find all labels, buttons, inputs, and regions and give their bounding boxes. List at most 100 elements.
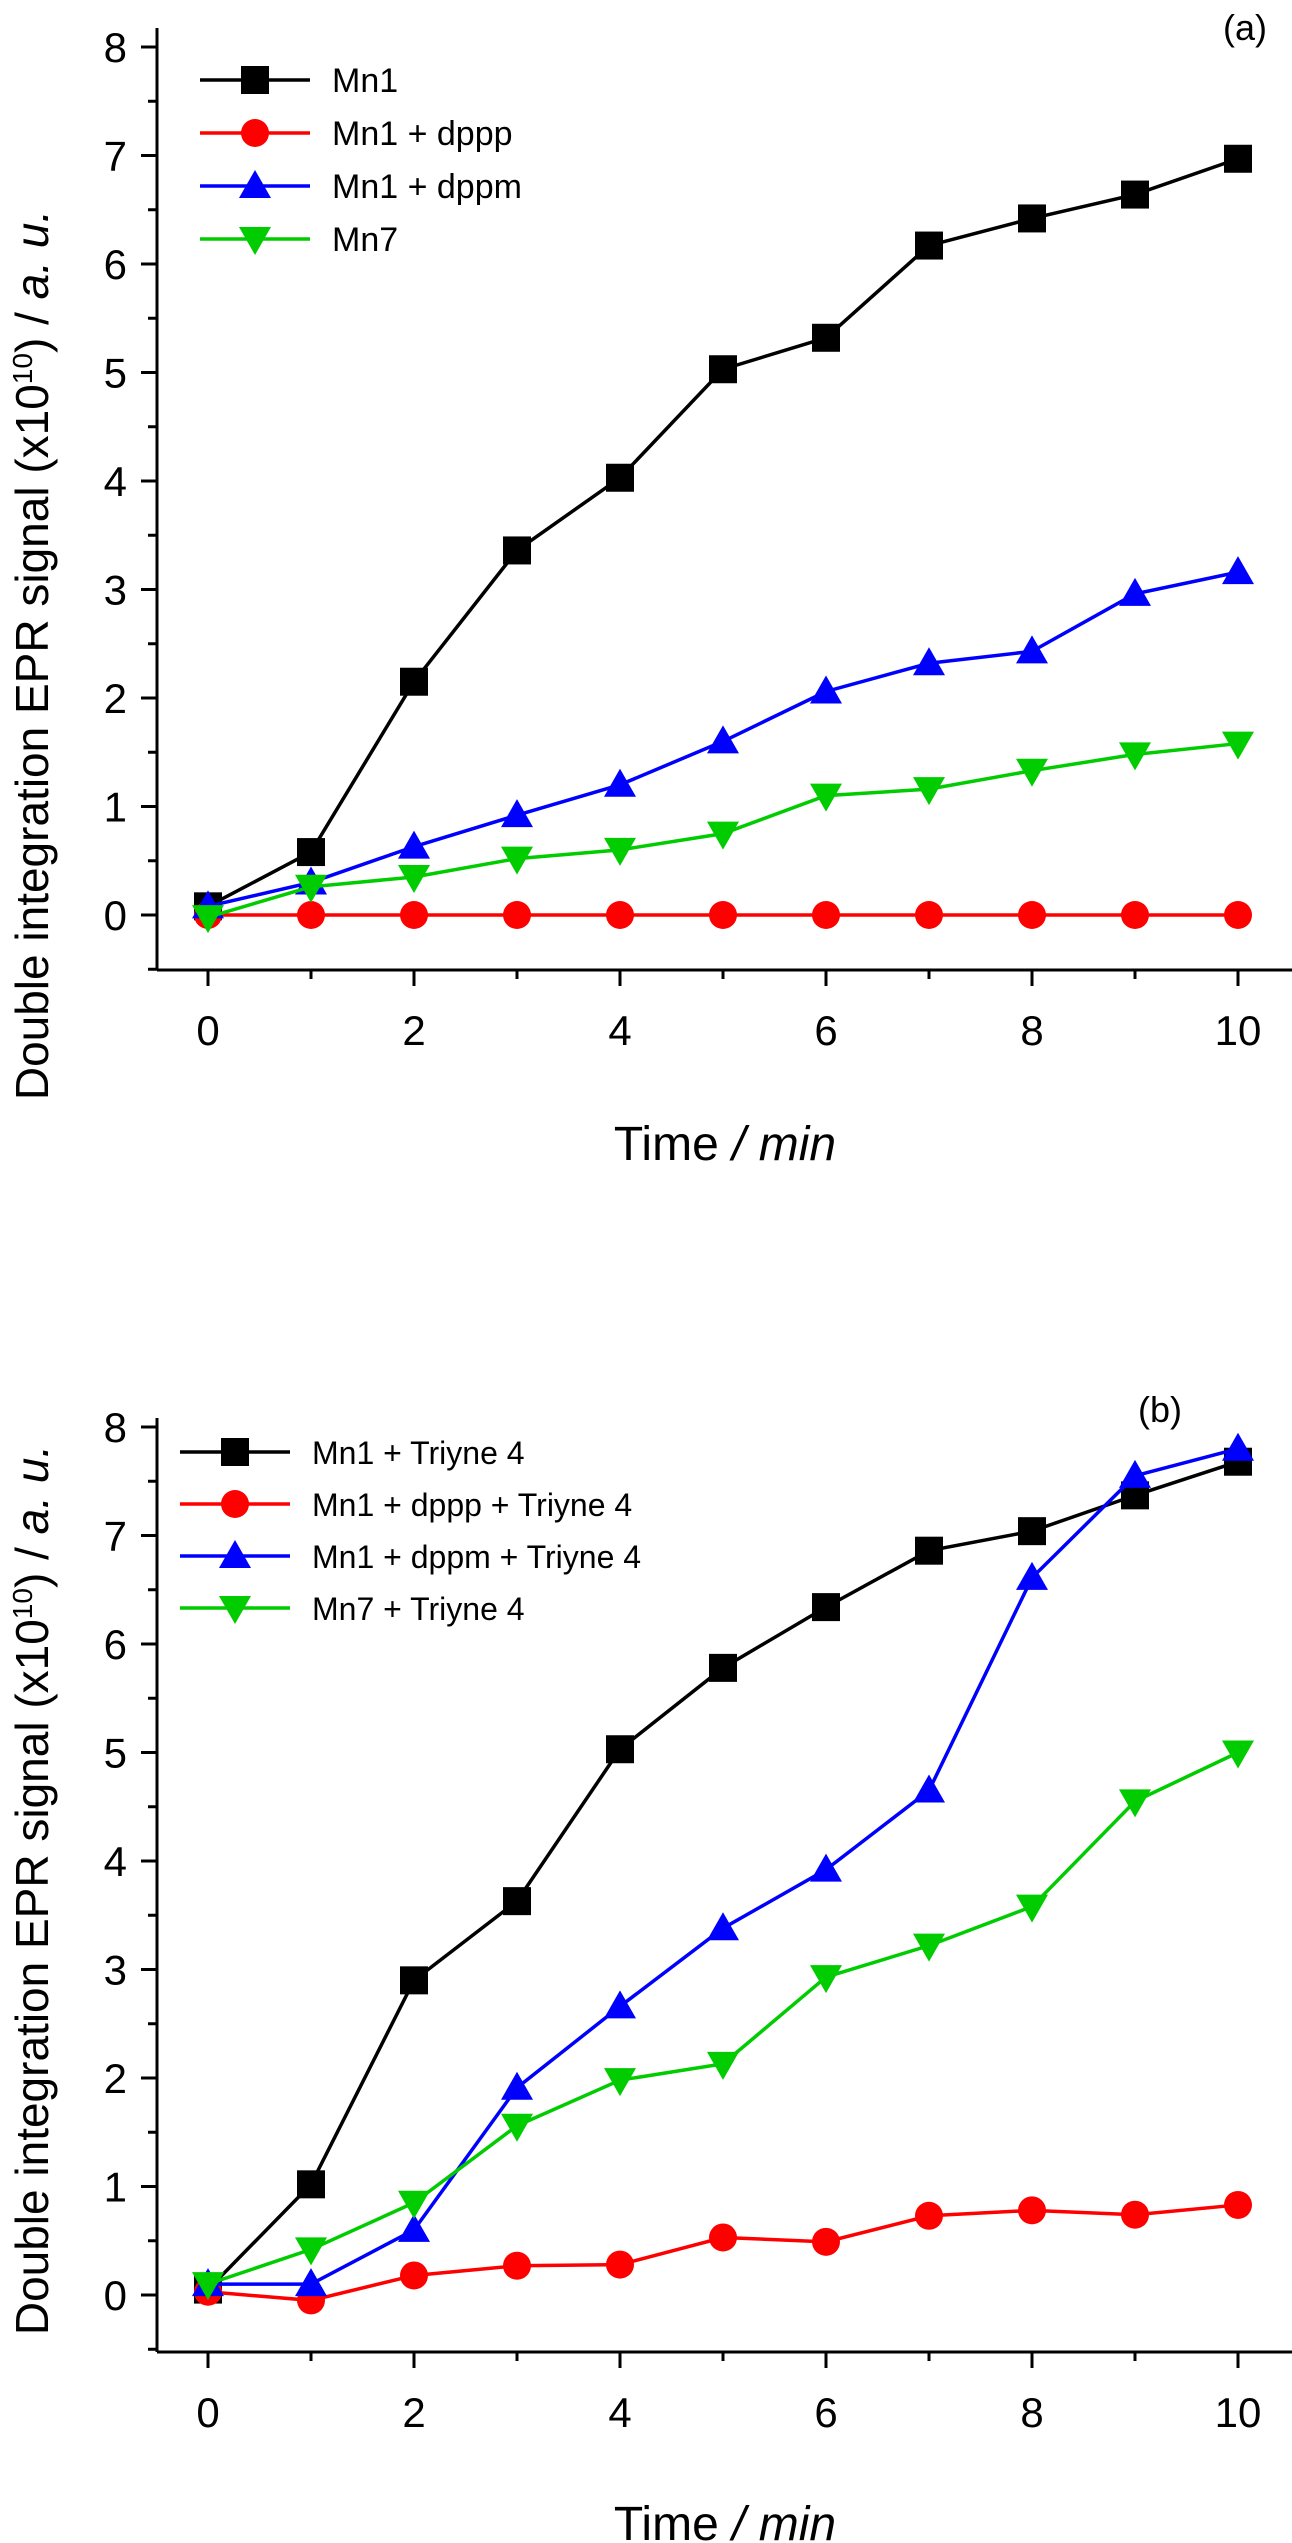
data-point [501, 799, 533, 828]
data-point [707, 821, 739, 850]
data-point [604, 768, 636, 797]
x-axis-label-unit: min [759, 1118, 836, 1171]
data-point [604, 1990, 636, 2019]
legend-label: Mn1 + dppp + Triyne 4 [312, 1487, 632, 1523]
data-point [606, 901, 634, 929]
x-axis-label-text: Time [614, 2498, 719, 2543]
data-point [709, 355, 737, 384]
x-tick-label: 4 [608, 1007, 631, 1054]
x-tick-label: 0 [196, 1007, 219, 1054]
data-point [501, 2113, 533, 2142]
legend-label: Mn7 + Triyne 4 [312, 1591, 525, 1627]
y-axis-label: Double integration EPR signal (x1010) / … [6, 1445, 58, 2335]
data-point [915, 901, 943, 929]
data-point [810, 675, 842, 704]
y-axis-label-exponent: 10 [7, 353, 38, 384]
y-axis-label: Double integration EPR signal (x1010) / … [6, 210, 58, 1100]
data-point [913, 647, 945, 676]
y-tick-label: 4 [104, 458, 127, 505]
data-point [1016, 635, 1048, 664]
legend-label: Mn1 + dppp [332, 115, 513, 153]
data-point [400, 1966, 428, 1995]
x-axis-label: Time / min [614, 1118, 836, 1171]
data-point [812, 901, 840, 929]
data-point [1018, 204, 1046, 233]
data-point [709, 2223, 737, 2252]
legend-marker [221, 1438, 249, 1466]
series-1 [194, 901, 1252, 929]
data-point [915, 1536, 943, 1565]
y-tick-label: 6 [104, 241, 127, 288]
y-tick-label: 8 [104, 1404, 127, 1451]
data-point [812, 2227, 840, 2256]
legend-entry: Mn1 + Triyne 4 [180, 1435, 525, 1471]
x-tick-label: 6 [814, 2389, 837, 2436]
x-tick-label: 2 [402, 1007, 425, 1054]
data-point [192, 2272, 224, 2301]
x-tick-label: 6 [814, 1007, 837, 1054]
data-point [503, 2251, 531, 2280]
legend-marker [219, 1596, 251, 1624]
y-tick-label: 6 [104, 1621, 127, 1668]
data-point [1119, 577, 1151, 606]
data-point [398, 830, 430, 859]
data-point [1121, 901, 1149, 929]
y-axis-label-unit: a. u. [6, 1445, 58, 1535]
data-point [297, 838, 325, 867]
data-point [1016, 758, 1048, 787]
y-tick-label: 3 [104, 567, 127, 614]
data-point [1018, 1517, 1046, 1546]
data-point [295, 2237, 327, 2266]
data-point [297, 2170, 325, 2199]
data-point [295, 2268, 327, 2297]
legend-entry: Mn1 + dppm + Triyne 4 [180, 1539, 641, 1575]
data-point [604, 2068, 636, 2097]
y-tick-label: 8 [104, 24, 127, 71]
data-point [398, 2190, 430, 2219]
data-point [812, 323, 840, 352]
data-point [503, 1887, 531, 1916]
data-point [398, 865, 430, 894]
y-tick-label: 7 [104, 1513, 127, 1560]
data-point [1016, 1561, 1048, 1590]
data-point [1119, 1459, 1151, 1488]
legend-marker [239, 170, 271, 198]
legend-entry: Mn1 + dppp + Triyne 4 [180, 1487, 632, 1523]
legend-label: Mn7 [332, 221, 398, 259]
data-point [707, 725, 739, 754]
data-point [1121, 2200, 1149, 2229]
legend-entry: Mn1 + dppp [200, 115, 513, 153]
data-point [604, 837, 636, 866]
x-tick-label: 4 [608, 2389, 631, 2436]
x-axis-label-sep: / [719, 1118, 759, 1171]
x-axis-label-text: Time [614, 1118, 719, 1171]
data-point [297, 901, 325, 929]
data-point [1018, 2196, 1046, 2225]
x-axis-label-unit: min [759, 2498, 836, 2543]
legend-marker [219, 1540, 251, 1568]
data-point [810, 1853, 842, 1882]
y-tick-label: 0 [104, 2272, 127, 2319]
chart-panel-b: 0 1 2 3 4 5 6 7 8 0 2 4 6 8 10 Mn1 + Triyne 4 Mn1 + dppp… [6, 1389, 1292, 2543]
data-point [1224, 144, 1252, 173]
data-point [501, 846, 533, 875]
legend-label: Mn1 + Triyne 4 [312, 1435, 525, 1471]
data-point [810, 1965, 842, 1994]
data-point [1119, 1789, 1151, 1818]
x-tick-label: 10 [1215, 1007, 1262, 1054]
legend-label: Mn1 [332, 62, 398, 100]
series-3 [192, 1740, 1254, 2301]
x-tick-label: 0 [196, 2389, 219, 2436]
data-point [503, 901, 531, 929]
legend-label: Mn1 + dppm [332, 168, 522, 206]
legend-marker [241, 66, 269, 94]
legend-label: Mn1 + dppm + Triyne 4 [312, 1539, 641, 1575]
x-axis-label: Time / min [614, 2498, 836, 2543]
data-point [1222, 731, 1254, 760]
data-point [606, 1735, 634, 1764]
data-point [400, 2261, 428, 2290]
data-point [913, 1774, 945, 1803]
series-3 [192, 731, 1254, 934]
